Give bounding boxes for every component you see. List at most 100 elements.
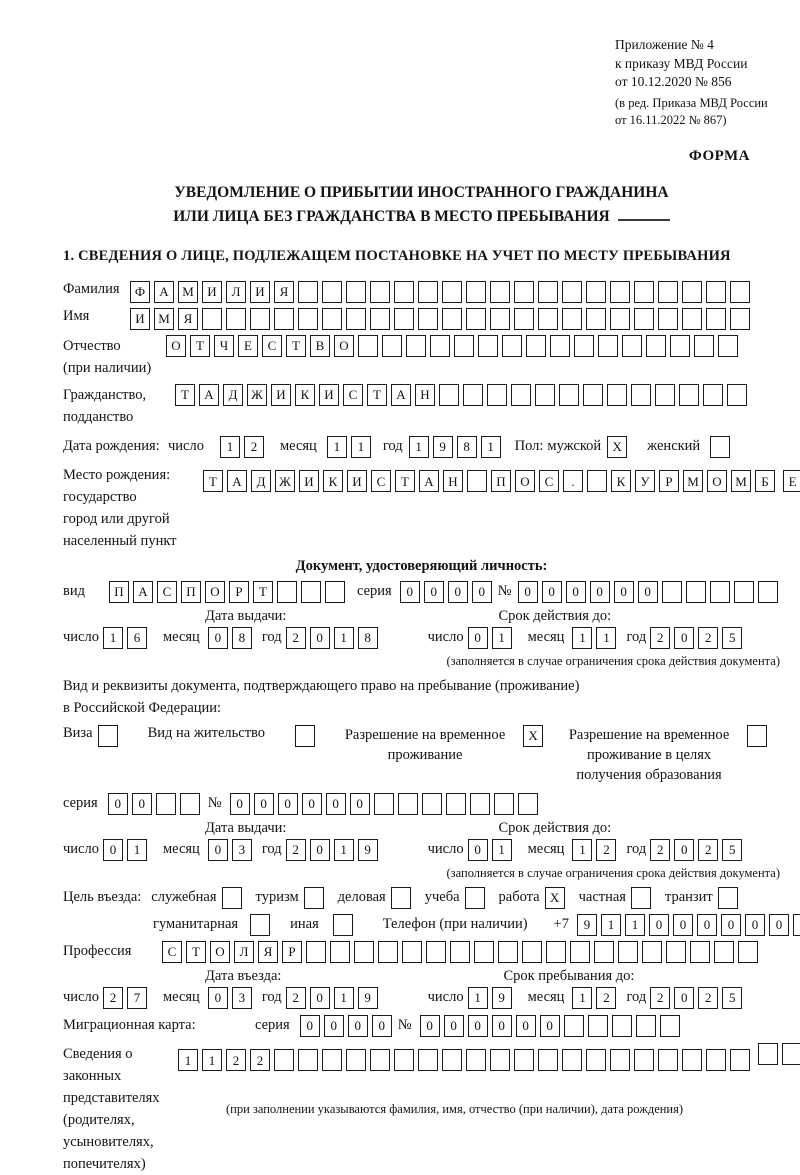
citizenship-field-cell-6[interactable]: К (295, 383, 315, 406)
surname-field-cell-8[interactable] (298, 280, 318, 303)
id-valid-year-field-cell-1[interactable]: 2 (650, 626, 671, 649)
name-field-cell-6[interactable] (250, 307, 270, 330)
id-series-field-cell-4[interactable]: 0 (471, 580, 492, 603)
entry-day-field-cell-2[interactable]: 7 (126, 986, 147, 1009)
patronymic-field-cell-15[interactable] (502, 334, 522, 357)
name-field-cell-13[interactable] (418, 307, 438, 330)
birth-place-row1-cell-13[interactable]: П (491, 470, 511, 493)
entry-year-field-cell-4[interactable]: 9 (357, 986, 378, 1009)
id-issue-year-field-cell-1[interactable]: 2 (285, 626, 306, 649)
res-number-field-cell-11[interactable] (469, 792, 490, 815)
surname-field-cell-1[interactable]: Ф (130, 280, 150, 303)
profession-field-cell-14[interactable] (474, 940, 494, 963)
profession-field-cell-21[interactable] (642, 940, 662, 963)
name-field-cell-2[interactable]: М (154, 307, 174, 330)
representatives-row1-cell-3[interactable]: 2 (226, 1049, 246, 1072)
citizenship-field-cell-3[interactable]: Д (223, 383, 243, 406)
mc-number-field-cell-7[interactable] (563, 1014, 584, 1037)
purpose-business-checkbox-cell-1[interactable] (390, 886, 411, 909)
id-valid-year-field-cell-2[interactable]: 0 (674, 626, 695, 649)
surname-field-cell-12[interactable] (394, 280, 414, 303)
representatives-row1-cell-8[interactable] (346, 1049, 366, 1072)
stay-year-field-cell-2[interactable]: 0 (674, 986, 695, 1009)
birth-place-row1-cell-4[interactable]: Ж (275, 470, 295, 493)
patronymic-field-cell-9[interactable] (358, 334, 378, 357)
stay-month-field-cell-2[interactable]: 2 (596, 986, 617, 1009)
phone-field-cell-4[interactable]: 0 (648, 913, 669, 936)
profession-field-cell-4[interactable]: Л (234, 940, 254, 963)
birth-place-row1-cell-9[interactable]: Т (395, 470, 415, 493)
name-field-cell-16[interactable] (490, 307, 510, 330)
id-issue-day-field-cell-1[interactable]: 1 (102, 626, 123, 649)
res-series-field-cell-2[interactable]: 0 (131, 792, 152, 815)
id-number-field-cell-5[interactable]: 0 (613, 580, 634, 603)
birth-place-row1-cell-14[interactable]: О (515, 470, 535, 493)
surname-field-cell-23[interactable] (658, 280, 678, 303)
res-series-field-cell-3[interactable] (155, 792, 176, 815)
profession-field-cell-1[interactable]: С (162, 940, 182, 963)
name-field-cell-1[interactable]: И (130, 307, 150, 330)
name-field-cell-18[interactable] (538, 307, 558, 330)
phone-field-cell-10[interactable] (792, 913, 800, 936)
sex-male-checkbox-cell-1[interactable]: X (607, 435, 628, 458)
patronymic-field-cell-1[interactable]: О (166, 334, 186, 357)
representatives-row1-cell-14[interactable] (490, 1049, 510, 1072)
profession-field-cell-6[interactable]: Р (282, 940, 302, 963)
birth-place-row1-cell-21[interactable]: М (683, 470, 703, 493)
representatives-row1-cell-2[interactable]: 1 (202, 1049, 222, 1072)
patronymic-field-cell-6[interactable]: Т (286, 334, 306, 357)
res-issue-month-field-cell-1[interactable]: 0 (207, 838, 228, 861)
profession-field-cell-11[interactable] (402, 940, 422, 963)
patronymic-field-cell-20[interactable] (622, 334, 642, 357)
surname-field-cell-3[interactable]: М (178, 280, 198, 303)
profession-field-cell-8[interactable] (330, 940, 350, 963)
name-field-cell-19[interactable] (562, 307, 582, 330)
profession-field-cell-18[interactable] (570, 940, 590, 963)
mc-number-field-cell-4[interactable]: 0 (491, 1014, 512, 1037)
citizenship-field-cell-14[interactable] (487, 383, 507, 406)
patronymic-field-cell-24[interactable] (718, 334, 738, 357)
birth-place-row1-cell-18[interactable]: К (611, 470, 631, 493)
stay-year-field-cell-3[interactable]: 2 (698, 986, 719, 1009)
birth-place-row1-cell-22[interactable]: О (707, 470, 727, 493)
birth-place-row1-cell-2[interactable]: А (227, 470, 247, 493)
citizenship-field-cell-20[interactable] (631, 383, 651, 406)
res-valid-month-field-cell-2[interactable]: 2 (596, 838, 617, 861)
citizenship-field-cell-24[interactable] (727, 383, 747, 406)
birth-place-row1-cell-7[interactable]: И (347, 470, 367, 493)
birth-year-field-cell-2[interactable]: 9 (432, 435, 453, 458)
representatives-row1-cell-9[interactable] (370, 1049, 390, 1072)
patronymic-field-cell-3[interactable]: Ч (214, 334, 234, 357)
profession-field-cell-3[interactable]: О (210, 940, 230, 963)
patronymic-field-cell-7[interactable]: В (310, 334, 330, 357)
birth-place-row1-cell-16[interactable]: . (563, 470, 583, 493)
profession-field-cell-12[interactable] (426, 940, 446, 963)
id-kind-field-cell-9[interactable] (301, 580, 321, 603)
citizenship-field-cell-19[interactable] (607, 383, 627, 406)
surname-field-cell-19[interactable] (562, 280, 582, 303)
patronymic-field-cell-18[interactable] (574, 334, 594, 357)
surname-field-cell-10[interactable] (346, 280, 366, 303)
representatives-row1-cell-18[interactable] (586, 1049, 606, 1072)
patronymic-field-cell-11[interactable] (406, 334, 426, 357)
id-valid-month-field-cell-2[interactable]: 1 (596, 626, 617, 649)
name-field-cell-12[interactable] (394, 307, 414, 330)
res-issue-year-field-cell-3[interactable]: 1 (333, 838, 354, 861)
name-field-cell-22[interactable] (634, 307, 654, 330)
id-number-field-cell-10[interactable] (733, 580, 754, 603)
name-field-cell-10[interactable] (346, 307, 366, 330)
citizenship-field-cell-7[interactable]: И (319, 383, 339, 406)
mc-number-field-cell-11[interactable] (659, 1014, 680, 1037)
birth-year-field-cell-4[interactable]: 1 (480, 435, 501, 458)
representatives-row1-cell-1[interactable]: 1 (178, 1049, 198, 1072)
representatives-row1-cell-5[interactable] (274, 1049, 294, 1072)
patronymic-field-cell-19[interactable] (598, 334, 618, 357)
phone-field-cell-3[interactable]: 1 (624, 913, 645, 936)
surname-field-cell-6[interactable]: И (250, 280, 270, 303)
stay-year-field-cell-1[interactable]: 2 (650, 986, 671, 1009)
birth-year-field-cell-1[interactable]: 1 (408, 435, 429, 458)
profession-field-cell-22[interactable] (666, 940, 686, 963)
citizenship-field-cell-16[interactable] (535, 383, 555, 406)
stay-day-field-cell-1[interactable]: 1 (467, 986, 488, 1009)
id-kind-field-cell-3[interactable]: С (157, 580, 177, 603)
